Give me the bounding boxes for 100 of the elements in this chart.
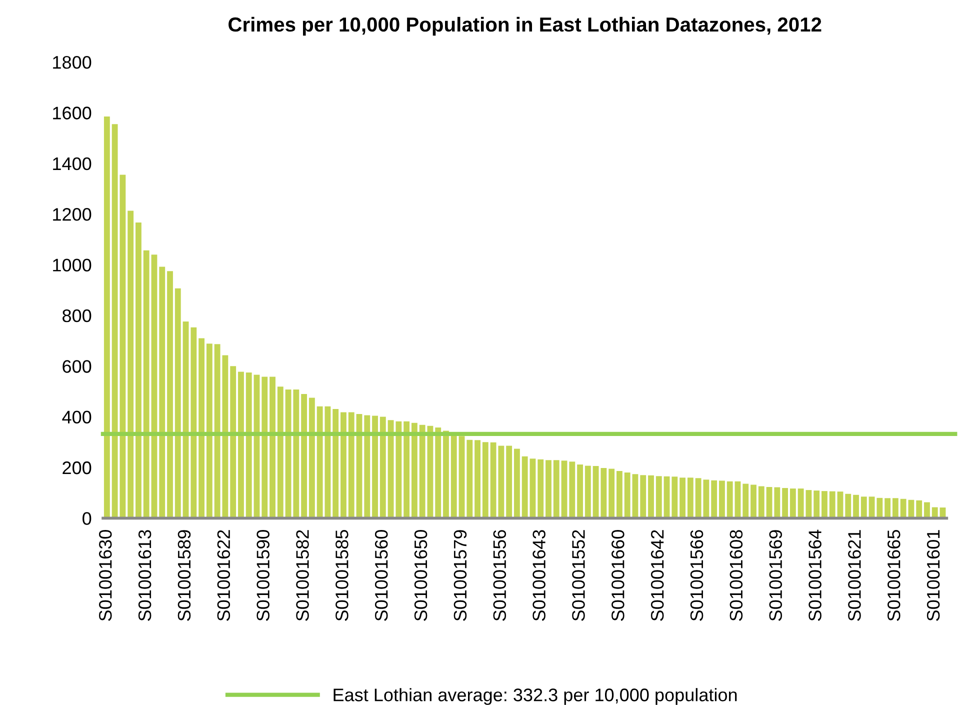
y-tick-label: 1000 bbox=[53, 258, 92, 272]
bar bbox=[822, 491, 828, 518]
bar bbox=[136, 222, 142, 518]
bar bbox=[372, 416, 378, 518]
bar bbox=[151, 254, 158, 518]
bar bbox=[246, 372, 252, 518]
x-tick-label: S01001566 bbox=[690, 530, 704, 621]
bar bbox=[396, 421, 402, 518]
y-tick-label: 1200 bbox=[53, 208, 92, 221]
bar bbox=[198, 338, 205, 518]
x-tick-label: S01001665 bbox=[888, 530, 900, 621]
x-tick-label: S01001650 bbox=[414, 530, 428, 621]
x-tick-label: S01001643 bbox=[532, 530, 546, 621]
bar bbox=[435, 427, 442, 518]
bar bbox=[845, 494, 852, 518]
bar bbox=[664, 476, 670, 518]
bar bbox=[128, 210, 134, 518]
y-tick-label: 1600 bbox=[53, 106, 92, 120]
bar bbox=[238, 372, 244, 518]
bar bbox=[648, 475, 654, 518]
bar bbox=[538, 459, 544, 518]
x-tick-label: S01001660 bbox=[612, 530, 624, 621]
bar bbox=[774, 487, 780, 518]
x-tick-label: S01001552 bbox=[572, 530, 585, 621]
y-tick-label: 400 bbox=[62, 410, 92, 424]
x-tick-label: S01001621 bbox=[848, 530, 861, 621]
bar bbox=[522, 456, 528, 518]
bar bbox=[758, 486, 764, 518]
bar bbox=[569, 462, 576, 518]
bar bbox=[458, 436, 465, 518]
bar bbox=[711, 480, 718, 518]
bar bbox=[348, 412, 354, 518]
bar bbox=[506, 446, 512, 518]
x-tick-label: S01001556 bbox=[493, 530, 506, 621]
bar bbox=[230, 366, 236, 518]
bar bbox=[853, 494, 859, 518]
bar bbox=[270, 376, 276, 518]
bar bbox=[608, 468, 615, 518]
x-tick-label: S01001569 bbox=[769, 530, 782, 621]
bar bbox=[206, 344, 212, 518]
bar bbox=[680, 478, 686, 518]
bar bbox=[829, 491, 836, 518]
bar bbox=[308, 398, 315, 518]
bar bbox=[443, 430, 449, 518]
bar bbox=[687, 478, 694, 518]
bar bbox=[482, 442, 488, 518]
bar bbox=[316, 406, 323, 518]
legend-label: East Lothian average: 332.3 per 10,000 population bbox=[334, 688, 737, 705]
bar bbox=[277, 386, 284, 518]
bar bbox=[380, 416, 386, 518]
bar bbox=[742, 484, 749, 518]
x-tick-label: S01001564 bbox=[808, 530, 822, 621]
bar bbox=[262, 376, 268, 518]
bar bbox=[167, 271, 173, 518]
bar bbox=[719, 480, 725, 518]
bar bbox=[561, 460, 568, 518]
x-tick-label: S01001582 bbox=[296, 530, 309, 621]
bar bbox=[766, 487, 772, 518]
bar bbox=[577, 464, 583, 518]
x-tick-label: S01001560 bbox=[374, 530, 388, 621]
bar bbox=[182, 322, 189, 518]
bar bbox=[466, 440, 473, 518]
bar bbox=[924, 502, 930, 518]
x-tick-label: S01001601 bbox=[926, 530, 940, 621]
bar bbox=[782, 488, 788, 518]
bar bbox=[293, 389, 300, 518]
y-tick-label: 200 bbox=[62, 461, 92, 474]
bar bbox=[790, 488, 796, 518]
bar bbox=[174, 288, 181, 518]
bar bbox=[584, 466, 591, 518]
bar bbox=[726, 481, 733, 518]
bar bbox=[159, 266, 166, 518]
chart-title: Crimes per 10,000 Population in East Lothian Datazones, 2012 bbox=[228, 16, 822, 36]
bar bbox=[916, 500, 922, 518]
bar bbox=[254, 374, 260, 518]
bar bbox=[411, 422, 418, 518]
y-tick-label: 1800 bbox=[53, 56, 92, 69]
bar bbox=[624, 472, 630, 518]
y-tick-label: 800 bbox=[62, 309, 92, 322]
bar bbox=[900, 498, 906, 518]
x-tick-label: S01001589 bbox=[178, 530, 191, 621]
x-tick-label: S01001585 bbox=[336, 530, 348, 621]
bar bbox=[301, 394, 308, 518]
bar bbox=[530, 458, 536, 518]
bar bbox=[616, 471, 622, 518]
bar bbox=[104, 116, 110, 518]
bar bbox=[892, 498, 898, 518]
bar bbox=[632, 474, 638, 518]
x-tick-label: S01001642 bbox=[650, 530, 664, 621]
bar bbox=[876, 498, 883, 518]
bar bbox=[190, 327, 197, 518]
bar bbox=[474, 440, 480, 518]
x-tick-label: S01001579 bbox=[454, 530, 467, 621]
x-tick-label: S01001622 bbox=[217, 530, 230, 621]
x-tick-label: S01001630 bbox=[98, 530, 112, 621]
bar bbox=[546, 460, 552, 518]
bar bbox=[404, 421, 410, 518]
x-tick-label: S01001590 bbox=[256, 530, 270, 621]
x-tick-label: S01001613 bbox=[138, 530, 152, 621]
bar bbox=[814, 490, 820, 518]
